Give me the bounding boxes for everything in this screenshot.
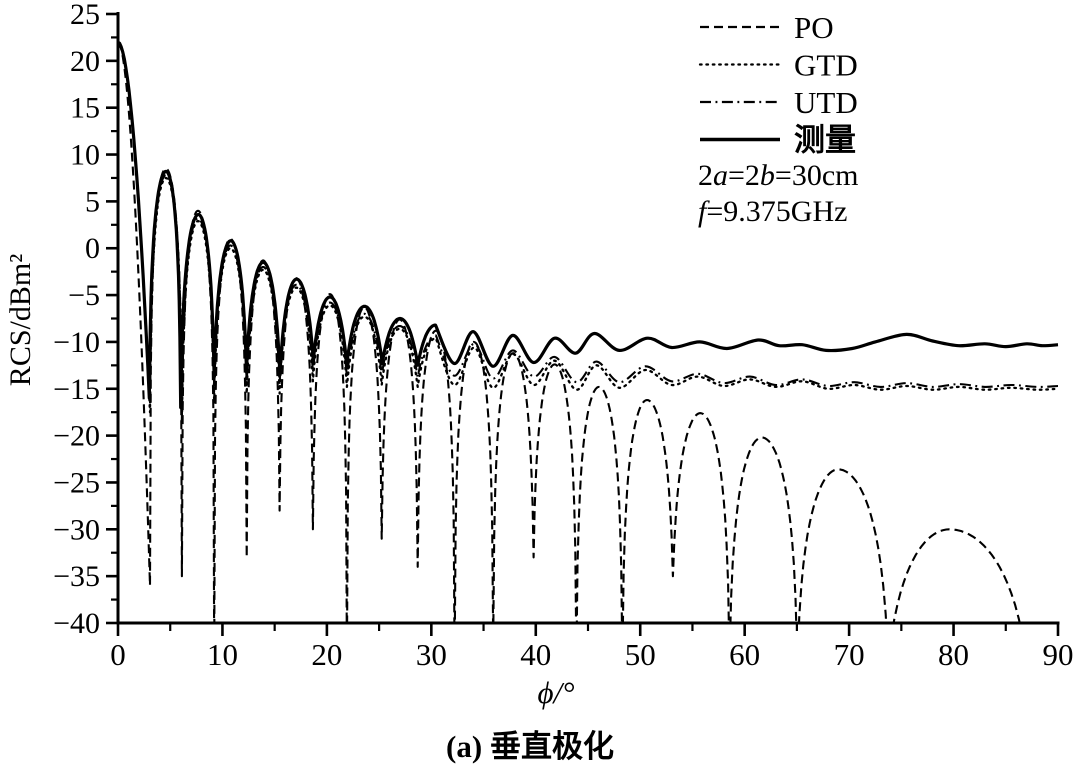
x-tick-label: 70 [834, 637, 865, 672]
y-tick-label: 10 [70, 139, 100, 172]
y-tick-label: 5 [85, 185, 100, 218]
x-tick-label: 50 [625, 637, 656, 672]
x-tick-label: 90 [1043, 637, 1074, 672]
x-tick-label: 0 [110, 637, 126, 672]
y-tick-label: −35 [53, 560, 100, 593]
y-tick-label: −40 [53, 607, 100, 640]
y-tick-label: 15 [70, 92, 100, 125]
y-tick-label: −20 [53, 420, 100, 453]
x-tick-label: 60 [729, 637, 760, 672]
legend-label: PO [794, 10, 834, 45]
series-line-solid [117, 40, 1059, 410]
y-tick-label: 25 [70, 0, 100, 31]
y-tick-label: −30 [53, 513, 100, 546]
x-tick-label: 80 [938, 637, 969, 672]
legend-item-dotted: GTD [698, 48, 858, 83]
x-tick-label: 40 [520, 637, 551, 672]
legend-label: UTD [794, 85, 858, 120]
x-axis-label: ϕ/° [537, 675, 574, 710]
x-tick-label: 30 [416, 637, 447, 672]
legend-label: GTD [794, 48, 858, 83]
legend-item-solid: 测量 [700, 123, 856, 158]
chart-caption: (a) 垂直极化 [446, 729, 614, 764]
y-tick-label: −25 [53, 466, 100, 499]
legend-item-dashed: PO [700, 10, 834, 45]
series-lines [117, 40, 1060, 624]
x-tick-label: 20 [311, 637, 342, 672]
annotation-text: f=9.375GHz [698, 195, 847, 228]
legend-item-dashdot: UTD [700, 85, 858, 120]
series-line-dotted [117, 41, 1060, 423]
annotation-text: 2a=2b=30cm [698, 159, 859, 192]
series-line-dashdot [117, 41, 1059, 418]
y-tick-label: 0 [85, 232, 100, 265]
y-tick-label: 20 [70, 45, 100, 78]
y-tick-label: −15 [53, 373, 100, 406]
legend-label: 测量 [794, 123, 856, 158]
y-tick-label: −5 [68, 279, 100, 312]
x-tick-label: 10 [207, 637, 238, 672]
y-axis-label: RCS/dBm² [4, 254, 37, 386]
y-tick-label: −10 [53, 326, 100, 359]
